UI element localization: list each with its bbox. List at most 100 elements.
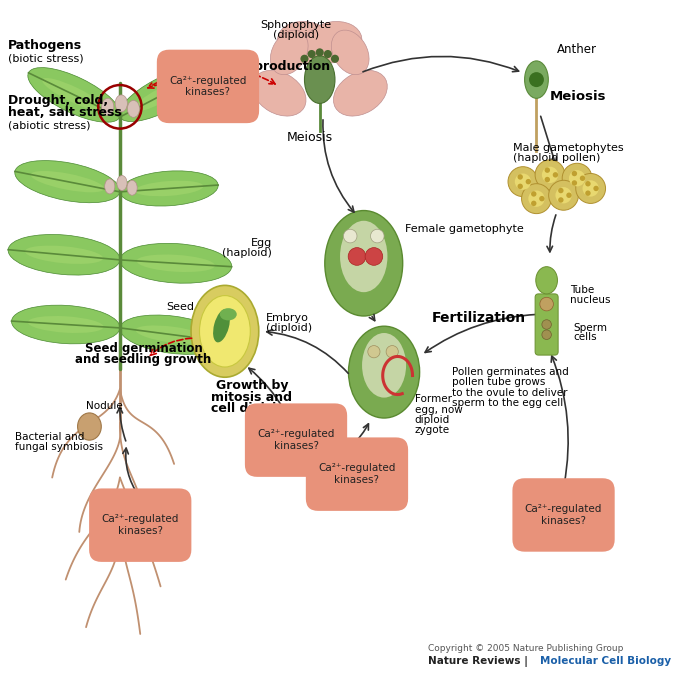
- Text: egg, now: egg, now: [414, 404, 462, 415]
- Ellipse shape: [325, 210, 402, 316]
- Ellipse shape: [105, 179, 115, 194]
- Ellipse shape: [362, 333, 406, 398]
- Circle shape: [535, 160, 565, 190]
- Circle shape: [594, 186, 598, 191]
- Text: Nature Reviews |: Nature Reviews |: [428, 656, 532, 667]
- Circle shape: [365, 248, 383, 265]
- Circle shape: [307, 50, 316, 58]
- Circle shape: [580, 176, 585, 181]
- Text: Bacterial and: Bacterial and: [15, 432, 84, 442]
- Ellipse shape: [136, 255, 215, 272]
- Ellipse shape: [15, 161, 120, 203]
- Ellipse shape: [132, 78, 192, 111]
- Text: mitosis and: mitosis and: [211, 391, 293, 404]
- Text: to the ovule to deliver: to the ovule to deliver: [452, 387, 567, 398]
- Text: Molecular Cell Biology: Molecular Cell Biology: [540, 656, 671, 666]
- Text: (haploid pollen): (haploid pollen): [513, 153, 600, 163]
- Ellipse shape: [191, 285, 259, 377]
- Ellipse shape: [136, 326, 209, 344]
- Ellipse shape: [127, 180, 137, 195]
- Ellipse shape: [127, 100, 139, 117]
- Text: heat, salt stress: heat, salt stress: [8, 107, 122, 120]
- Ellipse shape: [11, 305, 120, 344]
- Text: Meiosis: Meiosis: [286, 131, 332, 144]
- Ellipse shape: [340, 221, 388, 292]
- Text: Ca²⁺-regulated
kinases?: Ca²⁺-regulated kinases?: [318, 463, 395, 485]
- Text: Male gametophytes: Male gametophytes: [513, 143, 624, 152]
- Circle shape: [585, 191, 591, 196]
- Ellipse shape: [220, 308, 237, 320]
- Ellipse shape: [102, 98, 114, 115]
- Text: Anther: Anther: [556, 42, 597, 55]
- FancyBboxPatch shape: [512, 478, 615, 552]
- Text: Sperm: Sperm: [574, 323, 608, 333]
- Text: Tube: Tube: [570, 285, 594, 295]
- Circle shape: [558, 197, 564, 203]
- Circle shape: [575, 173, 606, 204]
- FancyBboxPatch shape: [157, 50, 259, 123]
- Text: Sexual reproduction: Sexual reproduction: [188, 59, 330, 72]
- Ellipse shape: [278, 21, 335, 63]
- Circle shape: [531, 201, 536, 206]
- Ellipse shape: [119, 68, 205, 122]
- Text: diploid: diploid: [414, 415, 450, 425]
- Text: Pathogens: Pathogens: [8, 39, 83, 52]
- Circle shape: [562, 163, 592, 193]
- Circle shape: [331, 55, 339, 63]
- Text: Ca²⁺-regulated
kinases?: Ca²⁺-regulated kinases?: [258, 430, 335, 451]
- Text: Copyright © 2005 Nature Publishing Group: Copyright © 2005 Nature Publishing Group: [428, 645, 624, 654]
- FancyBboxPatch shape: [245, 404, 347, 477]
- Text: Seed: Seed: [167, 303, 195, 313]
- Text: Ca²⁺-regulated
kinases?: Ca²⁺-regulated kinases?: [525, 504, 602, 526]
- Text: (abiotic stress): (abiotic stress): [8, 120, 91, 130]
- Circle shape: [539, 196, 545, 201]
- Text: (biotic stress): (biotic stress): [8, 53, 84, 64]
- Circle shape: [386, 346, 398, 358]
- FancyBboxPatch shape: [306, 437, 408, 511]
- Circle shape: [508, 167, 538, 197]
- Circle shape: [324, 50, 332, 58]
- Text: pollen tube grows: pollen tube grows: [452, 377, 545, 387]
- Ellipse shape: [331, 30, 369, 74]
- Text: Fertilization: Fertilization: [431, 311, 526, 324]
- Ellipse shape: [252, 70, 306, 116]
- Ellipse shape: [120, 171, 218, 206]
- Circle shape: [531, 191, 536, 197]
- Text: sperm to the egg cell: sperm to the egg cell: [452, 398, 563, 408]
- Circle shape: [300, 55, 309, 63]
- Circle shape: [517, 184, 523, 189]
- Circle shape: [558, 188, 564, 193]
- Text: cells: cells: [574, 333, 597, 342]
- Circle shape: [542, 167, 558, 183]
- Circle shape: [517, 174, 523, 180]
- Circle shape: [545, 177, 550, 182]
- Text: Drought, cold,: Drought, cold,: [8, 94, 108, 107]
- Ellipse shape: [536, 266, 557, 294]
- Circle shape: [566, 193, 572, 198]
- Ellipse shape: [524, 61, 548, 98]
- Ellipse shape: [134, 181, 204, 196]
- Circle shape: [582, 180, 598, 197]
- Ellipse shape: [116, 95, 127, 112]
- Circle shape: [514, 173, 531, 190]
- Text: (diploid): (diploid): [265, 323, 312, 333]
- Ellipse shape: [199, 296, 251, 367]
- Ellipse shape: [213, 309, 230, 342]
- Ellipse shape: [304, 21, 362, 63]
- Text: Nodule: Nodule: [86, 401, 122, 411]
- Circle shape: [585, 181, 591, 186]
- Circle shape: [316, 48, 324, 57]
- Ellipse shape: [8, 234, 120, 275]
- Text: (haploid): (haploid): [223, 248, 272, 258]
- Text: Meiosis: Meiosis: [550, 90, 606, 103]
- Text: cell division: cell division: [211, 402, 293, 415]
- Circle shape: [526, 179, 531, 184]
- Text: Seed germination: Seed germination: [85, 342, 202, 354]
- Ellipse shape: [42, 78, 106, 112]
- Text: and seedling growth: and seedling growth: [76, 353, 211, 366]
- Text: nucleus: nucleus: [570, 295, 611, 305]
- Text: zygote: zygote: [414, 425, 449, 435]
- Text: Egg: Egg: [251, 238, 272, 248]
- Ellipse shape: [117, 176, 127, 191]
- Text: Ca²⁺-regulated
kinases?: Ca²⁺-regulated kinases?: [169, 76, 246, 97]
